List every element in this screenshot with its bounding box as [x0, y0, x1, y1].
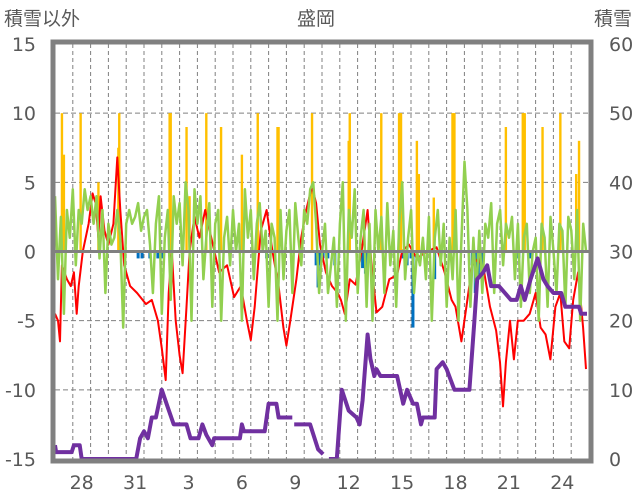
- orange-bar: [453, 113, 456, 252]
- right-axis-label: 積雪: [594, 8, 632, 30]
- x-tick-label: 15: [390, 472, 414, 494]
- x-tick-label: 21: [497, 472, 521, 494]
- blue-bar: [136, 251, 140, 259]
- blue-bar: [326, 251, 330, 259]
- left-y-tick-label: -15: [5, 449, 36, 471]
- blue-bar: [318, 251, 322, 266]
- chart-title: 盛岡: [297, 8, 335, 30]
- right-y-tick-label: 20: [609, 311, 633, 333]
- line-series: [53, 156, 589, 461]
- snow-depth-line: [294, 422, 325, 456]
- orange-bar: [348, 113, 351, 252]
- blue-bar: [480, 251, 484, 266]
- red-series-line: [54, 156, 587, 408]
- right-y-tick-label: 0: [609, 449, 621, 471]
- snow-depth-line: [53, 387, 293, 461]
- x-tick-label: 18: [443, 472, 467, 494]
- x-tick-label: 3: [182, 472, 194, 494]
- right-y-tick-label: 50: [609, 103, 633, 125]
- right-y-tick-label: 60: [609, 34, 633, 56]
- left-y-tick-label: 5: [24, 172, 36, 194]
- blue-bar: [140, 251, 144, 259]
- left-y-tick-label: 0: [24, 242, 36, 264]
- orange-bar: [432, 197, 435, 252]
- blue-bar: [160, 251, 164, 259]
- x-tick-label: 6: [236, 472, 248, 494]
- right-y-tick-label: 40: [609, 172, 633, 194]
- x-tick-label: 31: [123, 472, 147, 494]
- x-tick-label: 9: [289, 472, 301, 494]
- orange-bar: [60, 113, 64, 252]
- left-y-tick-label: 15: [12, 34, 36, 56]
- orange-bar: [577, 140, 581, 252]
- left-y-tick-label: -10: [5, 380, 36, 402]
- orange-bar: [79, 113, 82, 252]
- orange-bar: [415, 140, 419, 252]
- x-tick-label: 12: [337, 472, 361, 494]
- plot-frame: [50, 39, 594, 464]
- blue-bar: [361, 251, 365, 269]
- snow-depth-line: [328, 256, 587, 461]
- orange-bar: [169, 113, 172, 252]
- plot-border: [50, 39, 594, 464]
- orange-bar: [523, 113, 526, 252]
- blue-bar: [314, 251, 318, 266]
- right-y-tick-label: 10: [609, 380, 633, 402]
- orange-bar: [504, 127, 508, 252]
- left-axis-label: 積雪以外: [4, 8, 80, 30]
- orange-bar: [380, 113, 383, 252]
- blue-bar: [529, 251, 533, 259]
- blue-bar: [409, 251, 413, 259]
- orange-bar: [205, 113, 208, 252]
- orange-bar: [559, 113, 562, 252]
- blue-bar: [156, 251, 160, 259]
- left-y-tick-label: -5: [17, 311, 36, 333]
- left-y-tick-label: 10: [12, 103, 36, 125]
- green-series-line: [53, 160, 588, 329]
- orange-bar: [219, 127, 223, 252]
- orange-bar: [240, 154, 244, 252]
- orange-bar: [62, 154, 66, 252]
- orange-bar: [417, 174, 421, 252]
- x-tick-label: 24: [550, 472, 574, 494]
- orange-bar: [256, 113, 259, 252]
- orange-bar: [541, 127, 544, 252]
- orange-bar: [277, 127, 280, 252]
- right-y-tick-label: 30: [609, 242, 633, 264]
- x-tick-label: 28: [70, 472, 94, 494]
